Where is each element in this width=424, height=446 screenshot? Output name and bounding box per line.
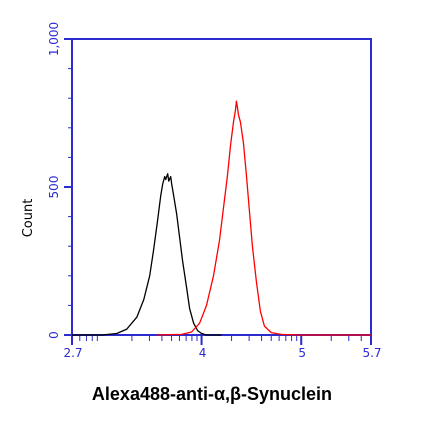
plot-frame xyxy=(71,38,372,336)
x-tick-label: 5.7 xyxy=(362,346,381,360)
y-tick-label: 500 xyxy=(47,176,61,199)
x-tick-label: 4 xyxy=(199,346,207,360)
series-layer xyxy=(72,100,371,336)
x-axis-ticks: 2.7 4 5 5.7 xyxy=(63,335,382,360)
stained-histogram-line xyxy=(156,100,371,336)
x-tick-label: 2.7 xyxy=(63,346,82,360)
y-axis-label: Count xyxy=(21,199,36,238)
x-tick-label: 5 xyxy=(298,346,306,360)
x-axis-label: Alexa488-anti-α,β-Synuclein xyxy=(91,384,333,404)
y-tick-label: 0 xyxy=(47,331,61,339)
y-axis-ticks: 0 500 1,000 xyxy=(47,22,72,339)
y-tick-label: 1,000 xyxy=(47,22,61,56)
control-histogram-line xyxy=(72,173,222,336)
